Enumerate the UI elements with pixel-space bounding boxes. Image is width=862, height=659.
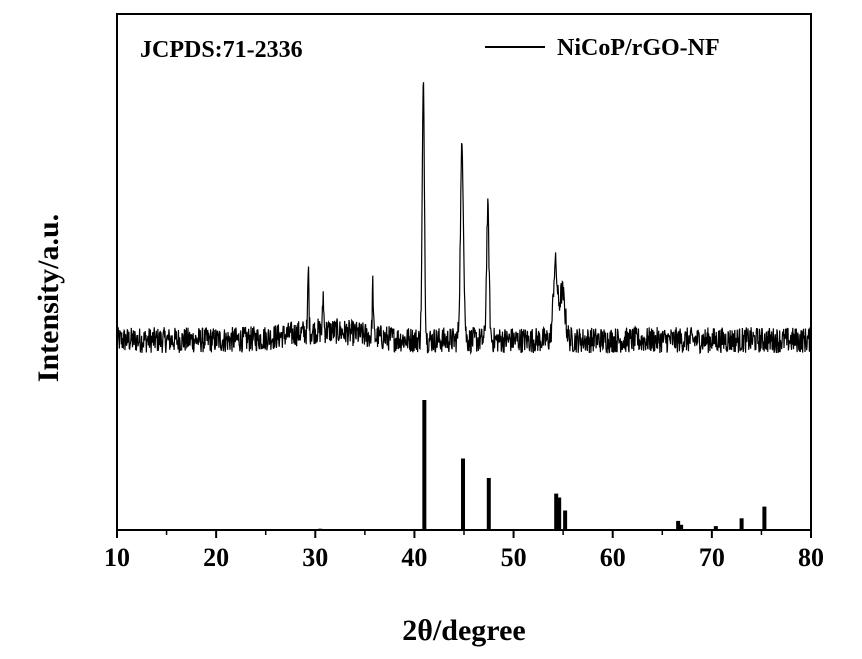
x-tick-label: 30 bbox=[302, 543, 328, 572]
x-tick-label: 50 bbox=[501, 543, 527, 572]
legend-label-sample: NiCoP/rGO-NF bbox=[557, 35, 720, 61]
x-tick-label: 20 bbox=[203, 543, 229, 572]
x-axis-label: 2θ/degree bbox=[402, 614, 525, 647]
x-tick-label: 40 bbox=[401, 543, 427, 572]
x-tick-label: 60 bbox=[600, 543, 626, 572]
series-line-sample bbox=[116, 82, 812, 355]
legend: NiCoP/rGO-NF bbox=[485, 35, 720, 61]
x-axis-ticks: 10 20 30 40 50 60 70 80 bbox=[104, 530, 824, 572]
x-tick-label: 70 bbox=[699, 543, 725, 572]
reference-card-label: JCPDS:71-2336 bbox=[140, 37, 303, 63]
x-tick-label: 80 bbox=[798, 543, 824, 572]
xrd-pattern-layer bbox=[116, 82, 812, 355]
y-axis-label: Intensity/a.u. bbox=[32, 214, 65, 382]
x-tick-label: 10 bbox=[104, 543, 130, 572]
